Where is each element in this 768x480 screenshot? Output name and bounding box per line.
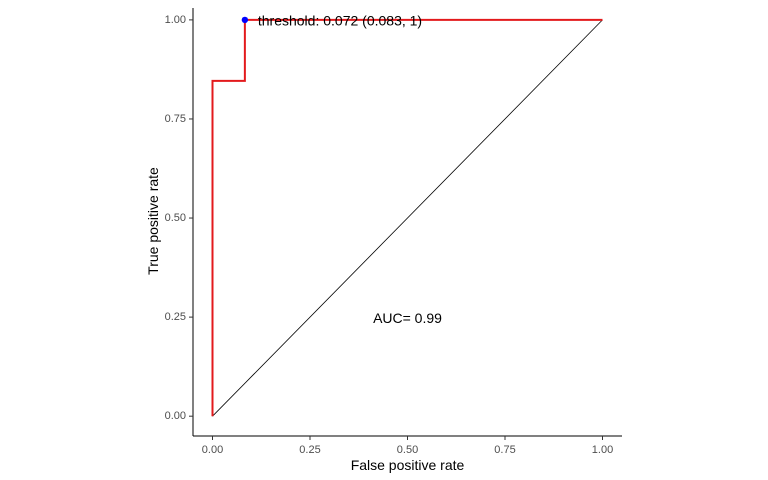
y-tick-label: 0.00 [165,410,186,422]
x-tick-label: 1.00 [592,444,613,456]
y-tick-label: 0.50 [165,212,186,224]
x-tick-label: 0.25 [299,444,320,456]
x-tick-label: 0.75 [494,444,515,456]
auc-label: AUC= 0.99 [373,310,442,326]
roc-curve [211,18,603,417]
y-ticks: 0.00 0.25 0.50 0.75 1.00 [165,14,193,422]
x-tick-label: 0.00 [202,444,223,456]
x-ticks: 0.00 0.25 0.50 0.75 1.00 [202,436,613,456]
y-tick-label: 0.75 [165,113,186,125]
annotation-layer: threshold: 0.072 (0.083, 1) AUC= 0.99 [241,13,442,326]
x-tick-label: 0.50 [397,444,418,456]
threshold-point [241,16,249,24]
series-layer [211,18,603,417]
y-tick-label: 0.25 [165,311,186,323]
y-axis-title: True positive rate [145,167,161,275]
y-tick-label: 1.00 [165,14,186,26]
axes [192,8,622,437]
diagonal-reference-line [212,19,603,417]
x-axis-title: False positive rate [351,457,465,473]
threshold-label: threshold: 0.072 (0.083, 1) [258,13,422,29]
